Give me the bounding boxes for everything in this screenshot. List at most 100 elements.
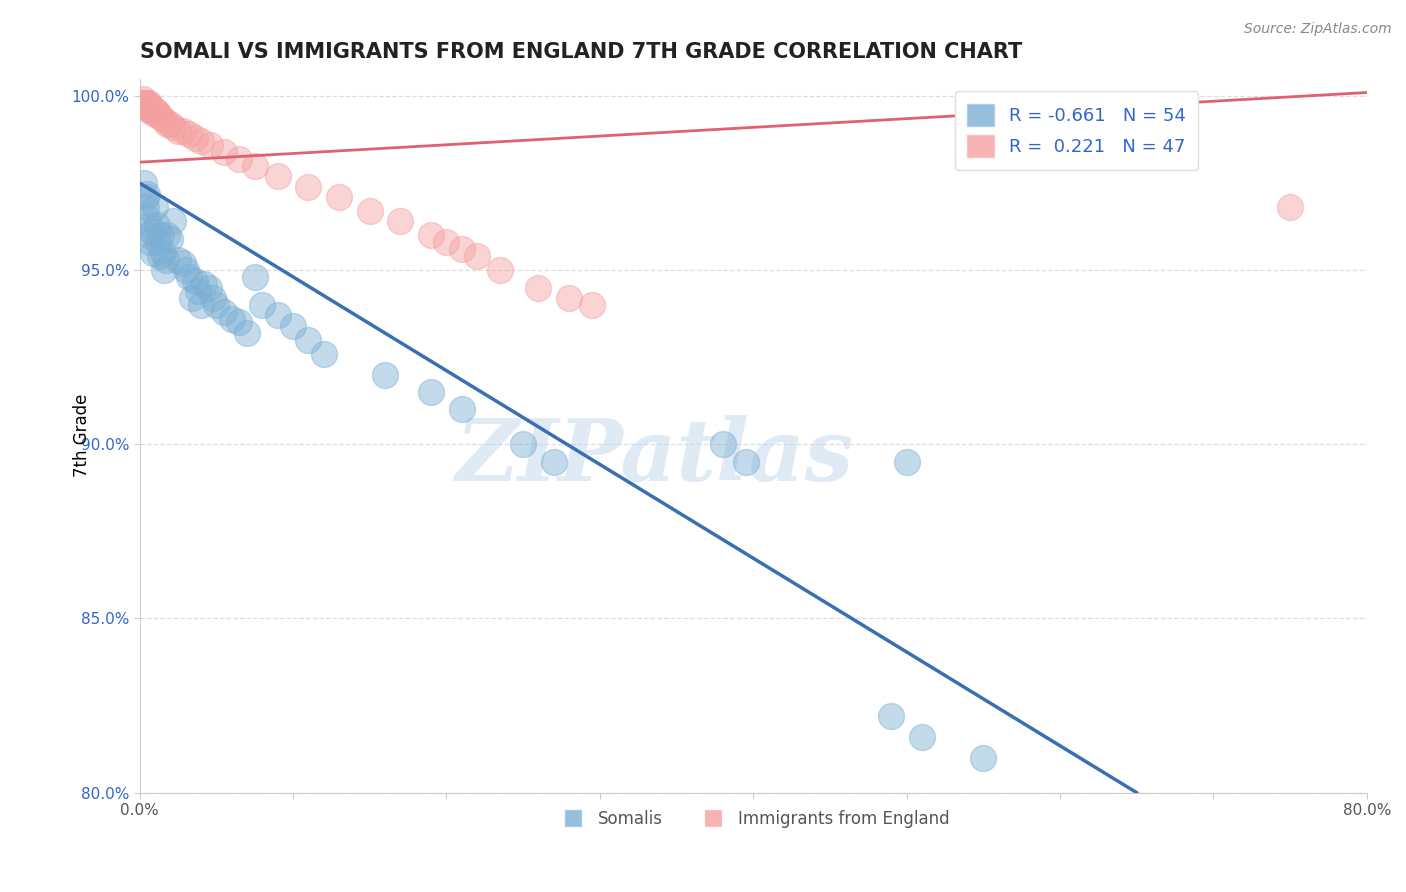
Point (711, 437, 734, 451)
Point (312, 347, 335, 361)
Point (150, 228, 173, 243)
Point (197, 280, 219, 294)
Point (145, 106, 167, 120)
Point (138, 103, 160, 117)
Point (184, 130, 207, 145)
Point (149, 249, 172, 263)
Point (200, 137, 222, 152)
Point (134, 176, 156, 190)
Point (911, 730, 934, 744)
Point (138, 218, 160, 232)
Point (972, 751, 994, 765)
Point (243, 270, 266, 285)
Point (190, 134, 212, 148)
Point (156, 228, 179, 243)
Point (155, 252, 177, 267)
Point (162, 120, 184, 135)
Point (193, 277, 215, 292)
Point (450, 242, 472, 256)
Point (167, 124, 190, 138)
Point (139, 235, 162, 250)
Point (184, 274, 207, 288)
Point (558, 291, 581, 305)
Point (896, 455, 918, 469)
Point (527, 280, 550, 294)
Point (149, 110, 172, 124)
Point (141, 225, 163, 239)
Point (187, 284, 209, 298)
Point (172, 256, 194, 270)
Point (297, 333, 319, 347)
Point (167, 252, 190, 267)
Point (880, 709, 903, 723)
Point (143, 201, 166, 215)
Point (252, 298, 274, 312)
Point (450, 402, 472, 417)
Point (153, 113, 176, 128)
Point (136, 186, 159, 201)
Y-axis label: 7th Grade: 7th Grade (73, 394, 90, 477)
Point (139, 103, 162, 117)
Point (142, 245, 165, 260)
Point (359, 203, 381, 218)
Point (212, 145, 235, 159)
Point (243, 159, 266, 173)
Point (180, 291, 202, 305)
Point (205, 298, 228, 312)
Point (267, 309, 290, 323)
Point (132, 93, 155, 107)
Point (136, 95, 159, 110)
Point (146, 106, 169, 120)
Point (132, 95, 155, 110)
Point (228, 315, 250, 329)
Point (146, 235, 169, 250)
Point (489, 263, 512, 277)
Point (297, 179, 319, 194)
Point (174, 263, 197, 277)
Point (162, 214, 184, 228)
Point (228, 152, 250, 166)
Point (267, 169, 290, 183)
Point (420, 228, 443, 243)
Point (389, 214, 412, 228)
Point (152, 245, 174, 260)
Point (139, 99, 162, 113)
Point (134, 95, 156, 110)
Point (135, 190, 157, 204)
Point (420, 385, 443, 400)
Point (581, 298, 603, 312)
Point (190, 298, 212, 312)
Point (138, 228, 160, 243)
Legend: Somalis, Immigrants from England: Somalis, Immigrants from England (550, 803, 956, 834)
Point (436, 235, 458, 250)
Point (156, 117, 179, 131)
Point (1279, 201, 1302, 215)
Point (153, 263, 176, 277)
Point (465, 249, 488, 263)
Point (135, 201, 157, 215)
Point (145, 218, 167, 232)
Point (172, 124, 194, 138)
Point (512, 437, 534, 451)
Point (134, 99, 156, 113)
Point (136, 99, 159, 113)
Point (221, 312, 243, 326)
Point (374, 368, 396, 382)
Point (202, 291, 225, 305)
Point (138, 99, 160, 113)
Point (135, 95, 157, 110)
Point (138, 95, 160, 110)
Text: SOMALI VS IMMIGRANTS FROM ENGLAND 7TH GRADE CORRELATION CHART: SOMALI VS IMMIGRANTS FROM ENGLAND 7TH GR… (139, 42, 1022, 62)
Point (142, 106, 165, 120)
Point (328, 190, 350, 204)
Text: Source: ZipAtlas.com: Source: ZipAtlas.com (1244, 22, 1392, 37)
Point (141, 103, 163, 117)
Point (143, 103, 166, 117)
Point (543, 455, 565, 469)
Point (136, 211, 159, 225)
Point (177, 128, 200, 142)
Point (734, 455, 756, 469)
Point (212, 305, 235, 319)
Point (281, 318, 304, 333)
Point (177, 270, 200, 285)
